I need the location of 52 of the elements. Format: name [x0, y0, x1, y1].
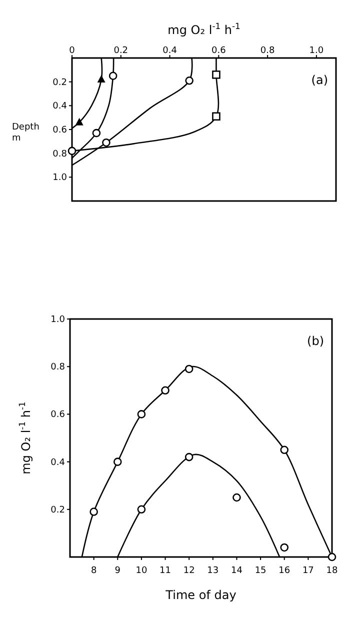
y-tick-label: 0.2	[50, 505, 65, 516]
point	[161, 386, 170, 395]
annotation: (a)	[311, 73, 328, 87]
point	[212, 70, 220, 79]
annotation: (b)	[307, 334, 324, 348]
point	[113, 458, 122, 466]
point	[185, 76, 194, 85]
x-tick-label: 1.0	[309, 46, 324, 56]
y-tick-label: 0.2	[52, 78, 67, 88]
point	[328, 552, 336, 562]
y-tick-label: 0.6	[52, 126, 68, 136]
point	[108, 72, 118, 80]
point	[102, 138, 110, 147]
x-axis-title: mg O₂ l$^{-1}$ h$^{-1}$	[168, 21, 240, 37]
point	[92, 128, 101, 138]
point	[90, 508, 98, 516]
x-tick-label: 12	[183, 566, 195, 576]
y-tick-label: 0.6	[50, 410, 66, 420]
y-axis-title: Depth m	[12, 122, 40, 144]
point	[184, 364, 194, 374]
x-tick-label: 14	[231, 566, 243, 576]
point	[97, 74, 106, 82]
point	[280, 543, 289, 552]
x-tick-label: 9	[114, 566, 121, 576]
y-tick-label: 0.8	[50, 362, 66, 373]
x-axis-title: Time of day	[164, 588, 236, 602]
x-tick-label: 13	[207, 566, 219, 576]
x-tick-label: 8	[90, 566, 97, 576]
x-tick-label: 0.6	[212, 46, 226, 56]
point	[280, 446, 289, 454]
x-tick-label: 0.2	[114, 46, 128, 56]
x-tick-label: 0.8	[260, 46, 275, 56]
y-tick-label: 1.0	[52, 173, 68, 184]
y-tick-label: 0.4	[50, 458, 66, 468]
point	[75, 118, 84, 126]
x-tick-label: 0.4	[162, 46, 178, 56]
y-tick-label: 1.0	[50, 315, 66, 325]
x-tick-label: 10	[136, 566, 148, 576]
y-tick-label: 0.4	[52, 102, 68, 112]
point	[137, 505, 146, 514]
point	[232, 493, 241, 502]
point	[212, 112, 220, 121]
x-tick-label: 15	[254, 566, 266, 576]
x-tick-label: 0	[69, 46, 76, 56]
point	[137, 410, 146, 418]
x-tick-label: 17	[302, 566, 314, 576]
point	[184, 452, 194, 462]
x-tick-label: 16	[278, 566, 290, 576]
x-tick-label: 18	[326, 566, 338, 576]
point	[68, 146, 76, 156]
x-tick-label: 11	[160, 566, 171, 576]
y-tick-label: 0.8	[52, 149, 68, 160]
